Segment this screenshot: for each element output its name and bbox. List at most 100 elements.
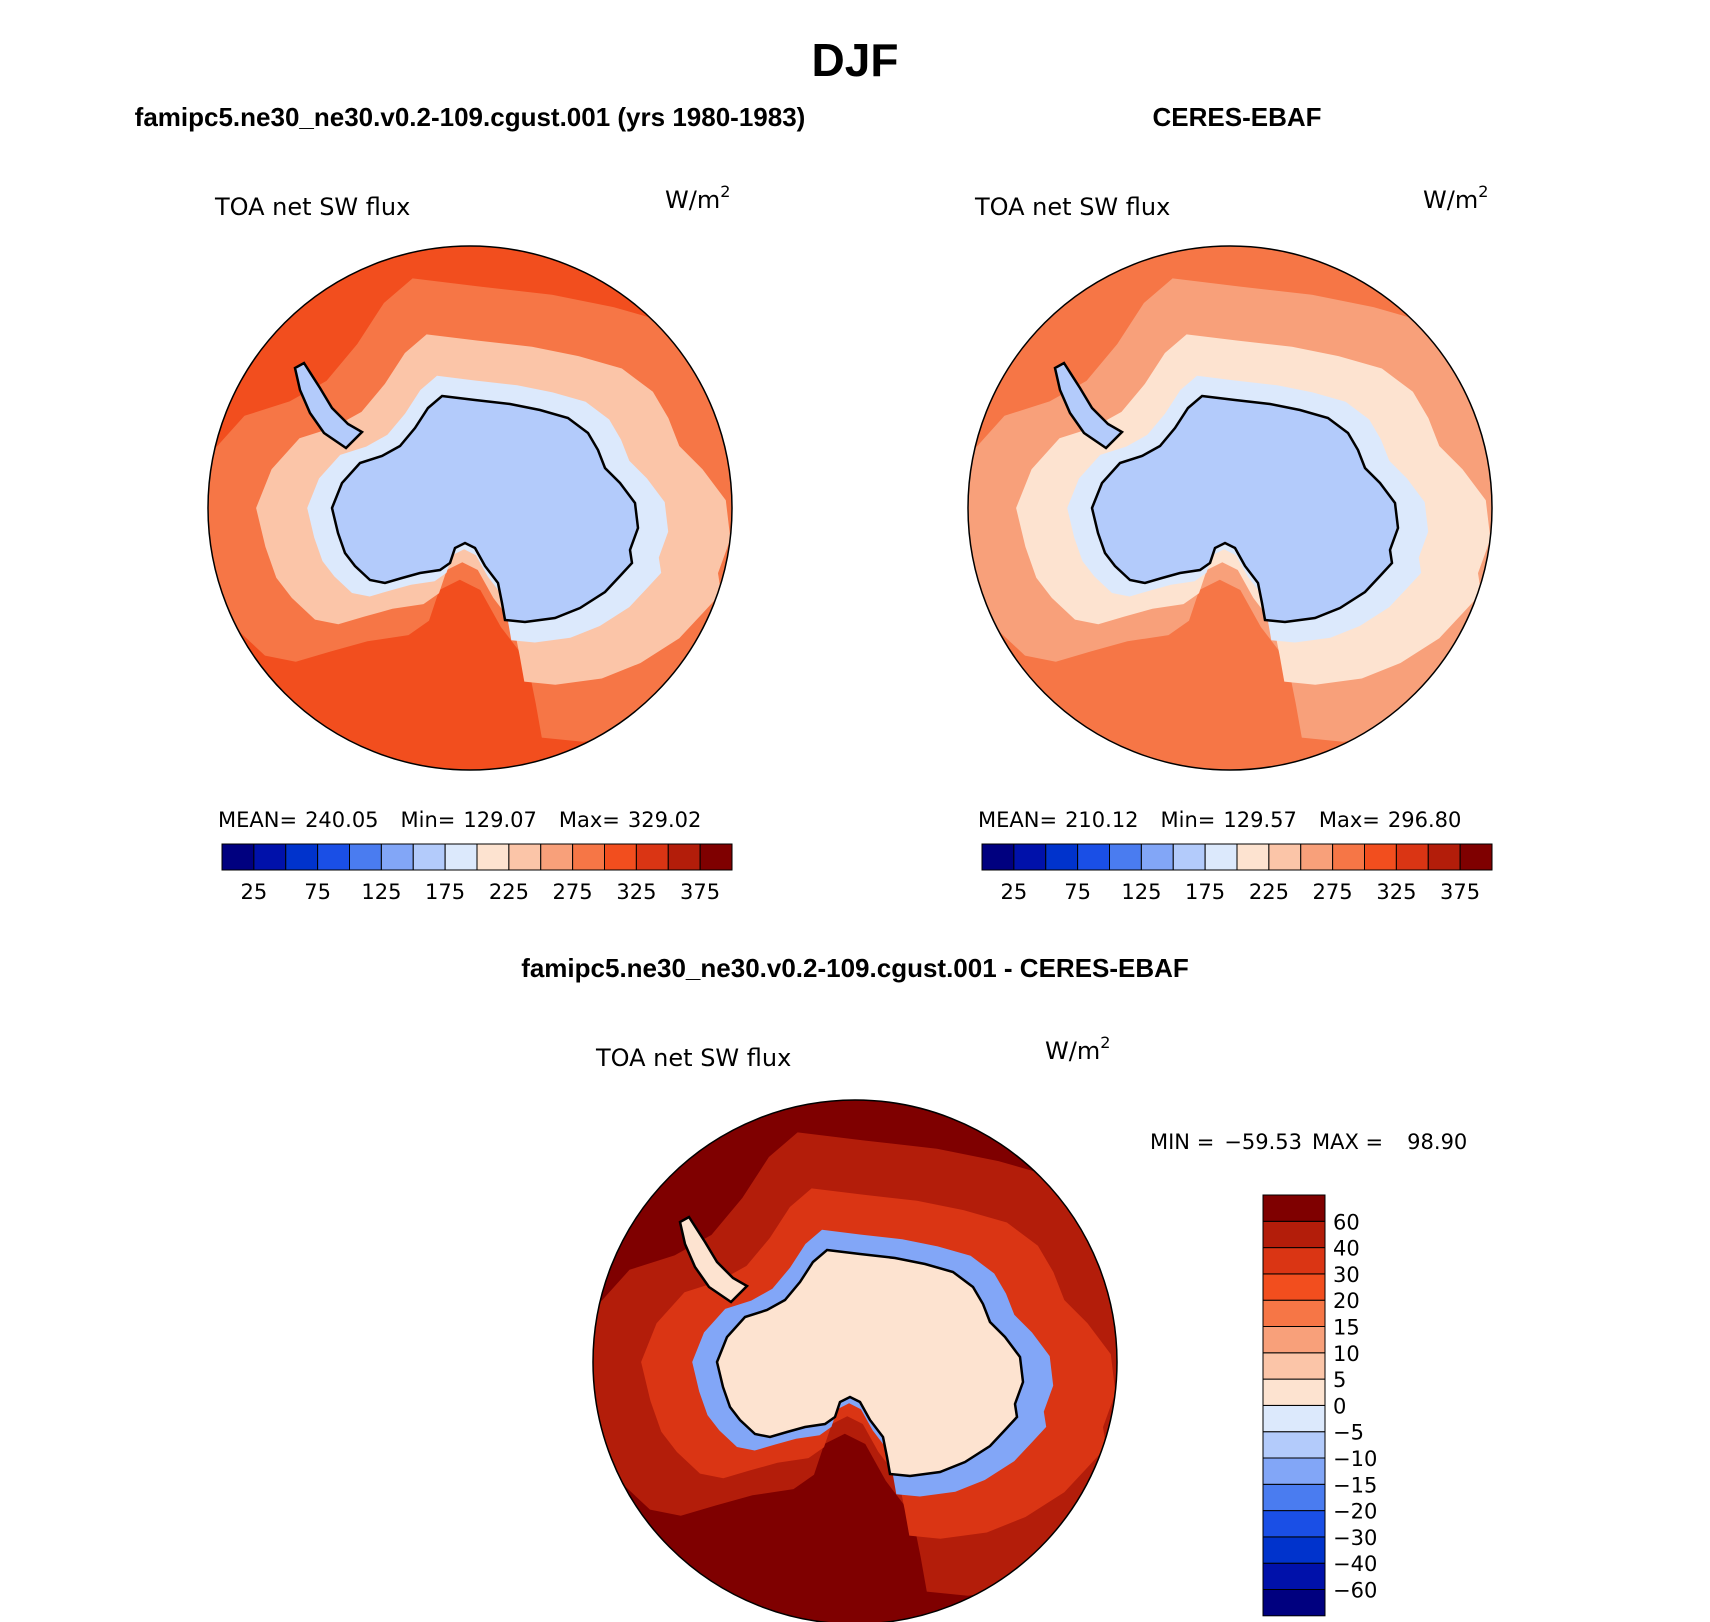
cb2-swatch: [1262, 1352, 1326, 1380]
panel-diff-antarctica-field: [680, 1217, 1023, 1476]
panel-diff-map: [593, 1100, 1117, 1622]
panel-obs: CERES-EBAF TOA net SW flux W/m2 MEAN= 210…: [967, 102, 1493, 904]
cb2-tick-label: −30: [1333, 1526, 1377, 1550]
panel-obs-map-border: [967, 245, 1493, 771]
cb1-tick-label: 125: [1121, 880, 1161, 904]
panel-obs-mean: 210.12: [1065, 808, 1138, 832]
cb1-swatch: [1427, 843, 1461, 871]
panel-obs-antarctica-field: [1055, 363, 1398, 622]
cb0-swatch: [349, 843, 382, 871]
panel-obs-min-label: Min=: [1161, 808, 1216, 832]
cb1-swatch: [1140, 843, 1174, 871]
panel-model-min: 129.07: [463, 808, 536, 832]
panel-diff-units-exp: 2: [1100, 1033, 1110, 1052]
panel-diff-stats: MIN = −59.53 MAX = 98.90: [1150, 1130, 1467, 1154]
panel-model-map: [208, 246, 732, 770]
cb2-tick-label: −5: [1333, 1421, 1364, 1445]
panel-diff-max-label: MAX =: [1312, 1130, 1383, 1154]
cb2-tick-label: 60: [1333, 1210, 1360, 1234]
cb2-swatch: [1262, 1562, 1326, 1590]
cb1-tick-label: 25: [1001, 880, 1028, 904]
panel-obs-max: 296.80: [1388, 808, 1461, 832]
panel-obs-coastline: [1053, 361, 1400, 624]
cb0-tick-label: 25: [241, 880, 268, 904]
cb2-tick-label: −60: [1333, 1579, 1377, 1603]
cb1-swatch: [1109, 843, 1142, 871]
cb2-tick-label: −40: [1333, 1552, 1377, 1576]
cb0-swatch: [285, 843, 319, 871]
cb0-tick-label: 125: [361, 880, 401, 904]
cb2-tick-label: −15: [1333, 1473, 1377, 1497]
cb1-tick-label: 225: [1249, 880, 1289, 904]
panel-obs-max-label: Max=: [1319, 808, 1380, 832]
cb0-swatch: [253, 843, 287, 871]
cb1-swatch: [1013, 843, 1047, 871]
panel-model-coastline: [293, 361, 640, 624]
cb1-swatch: [1364, 843, 1397, 871]
panel-model-colorbar: 25 75 125 175 225 275 325 375: [221, 843, 733, 904]
panel-model-map-border: [207, 245, 733, 771]
panel-diff-title: famipc5.ne30_ne30.v0.2-109.cgust.001 - C…: [521, 953, 1189, 983]
panel-obs-mean-label: MEAN=: [978, 808, 1057, 832]
cb1-swatch: [981, 843, 1015, 871]
cb1-tick-label: 175: [1185, 880, 1225, 904]
cb2-tick-label: 15: [1333, 1316, 1360, 1340]
panel-diff-min: −59.53: [1224, 1130, 1302, 1154]
cb2-swatch: [1262, 1299, 1326, 1327]
cb2-swatch: [1262, 1404, 1326, 1433]
panel-diff-max: 98.90: [1407, 1130, 1467, 1154]
cb0-tick-label: 325: [616, 880, 656, 904]
panel-obs-title: CERES-EBAF: [1152, 102, 1321, 132]
cb0-tick-label: 375: [680, 880, 720, 904]
cb1-swatch: [1268, 843, 1302, 871]
panel-model-mean-label: MEAN=: [218, 808, 297, 832]
cb0-swatch: [540, 843, 574, 871]
panel-obs-units-exp: 2: [1478, 182, 1488, 201]
cb0-swatch: [444, 843, 478, 871]
cb1-tick-label: 375: [1440, 880, 1480, 904]
cb0-swatch: [667, 843, 701, 871]
cb2-swatch: [1262, 1536, 1326, 1564]
cb2-swatch: [1262, 1220, 1326, 1249]
cb0-tick-label: 175: [425, 880, 465, 904]
panel-model-antarctica-field: [295, 363, 638, 622]
cb0-swatch: [508, 843, 542, 871]
cb2-swatch: [1262, 1483, 1326, 1512]
panel-model-units-exp: 2: [720, 182, 730, 201]
cb2-swatch: [1262, 1457, 1326, 1485]
cb2-tick-label: 30: [1333, 1263, 1360, 1287]
panel-obs-variable: TOA net SW flux: [974, 193, 1170, 221]
cb0-tick-label: 225: [489, 880, 529, 904]
cb1-swatch: [1077, 843, 1111, 871]
cb1-swatch: [1300, 843, 1334, 871]
cb0-swatch: [604, 843, 637, 871]
cb2-swatch: [1262, 1273, 1326, 1301]
cb0-swatch: [380, 843, 414, 871]
panel-diff-map-border: [592, 1099, 1118, 1622]
cb1-swatch: [1459, 843, 1493, 871]
cb2-swatch: [1262, 1431, 1326, 1459]
cb1-tick-label: 75: [1064, 880, 1091, 904]
cb1-swatch: [1045, 843, 1079, 871]
panel-diff-coastline: [678, 1215, 1025, 1478]
cb2-tick-label: −10: [1333, 1447, 1377, 1471]
cb2-tick-label: 5: [1333, 1368, 1346, 1392]
cb0-swatch: [221, 843, 255, 871]
panel-diff: famipc5.ne30_ne30.v0.2-109.cgust.001 - C…: [521, 953, 1467, 1622]
panel-obs-min: 129.57: [1223, 808, 1296, 832]
panel-obs-colorbar: 25 75 125 175 225 275 325 375: [981, 843, 1493, 904]
cb0-swatch: [476, 843, 510, 871]
cb2-swatch: [1262, 1194, 1326, 1222]
cb0-tick-label: 275: [553, 880, 593, 904]
cb2-swatch: [1262, 1510, 1326, 1538]
panel-diff-units-base: W/m: [1045, 1037, 1100, 1065]
panel-obs-stats: MEAN= 210.12 Min= 129.57 Max= 296.80: [978, 808, 1461, 832]
panel-diff-units: W/m2: [1045, 1033, 1110, 1065]
panel-obs-units-base: W/m: [1423, 186, 1478, 214]
cb1-swatch: [1172, 843, 1206, 871]
cb0-tick-label: 75: [304, 880, 331, 904]
cb0-swatch: [699, 843, 733, 871]
panel-diff-variable: TOA net SW flux: [595, 1044, 791, 1072]
